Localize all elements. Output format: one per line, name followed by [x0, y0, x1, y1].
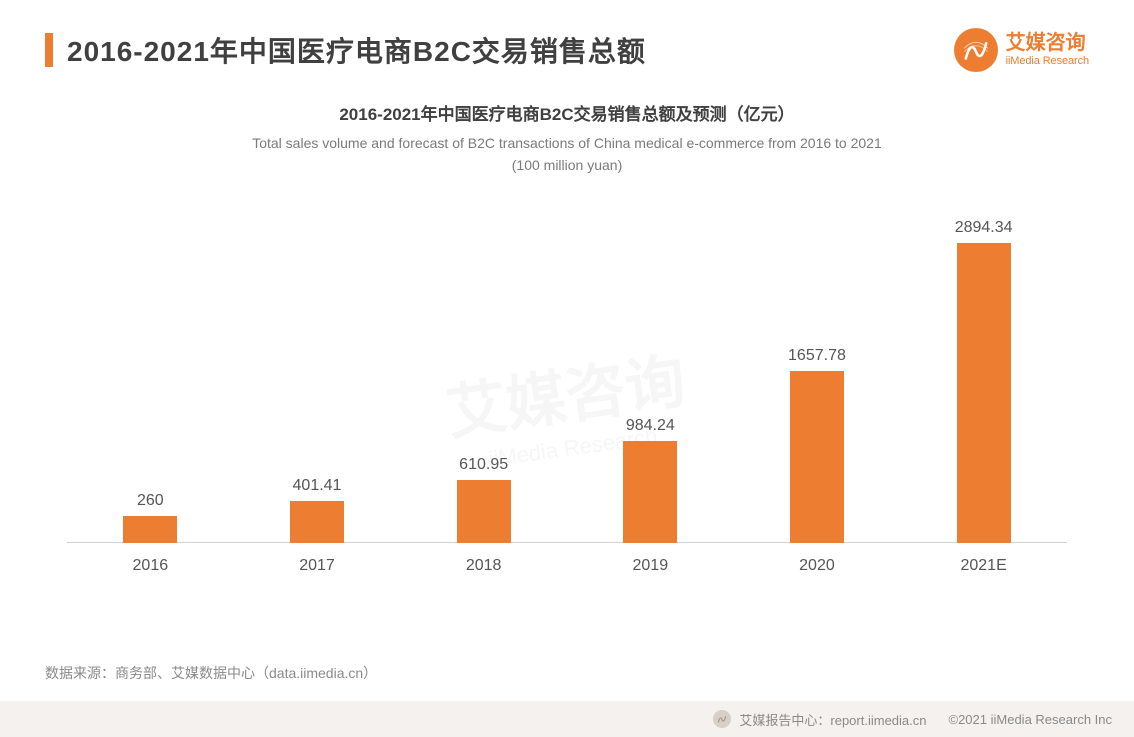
bar-col-2018: 610.95	[401, 456, 567, 543]
footer-report-center-text: 艾媒报告中心：report.iimedia.cn	[739, 710, 926, 729]
brand-name-en: iiMedia Research	[1006, 55, 1089, 68]
chart-subtitle-en: Total sales volume and forecast of B2C t…	[45, 135, 1089, 151]
x-axis-label: 2016	[67, 549, 233, 575]
bar-value-label: 1657.78	[788, 347, 846, 365]
bar	[457, 480, 511, 543]
x-axis-label: 2018	[401, 549, 567, 575]
bar-col-2020: 1657.78	[734, 347, 900, 543]
title-accent-bar	[45, 33, 53, 67]
header: 2016-2021年中国医疗电商B2C交易销售总额 艾媒咨询 iiMedia R…	[0, 0, 1134, 72]
footer: 艾媒报告中心：report.iimedia.cn ©2021 iiMedia R…	[0, 701, 1134, 737]
bar-col-2017: 401.41	[234, 477, 400, 543]
title-wrap: 2016-2021年中国医疗电商B2C交易销售总额	[45, 30, 646, 70]
bar-value-label: 984.24	[626, 417, 675, 435]
x-axis-label: 2021E	[901, 549, 1067, 575]
chart-unit-en: (100 million yuan)	[45, 157, 1089, 173]
brand-name-cn: 艾媒咨询	[1006, 32, 1089, 55]
chart-title: 2016-2021年中国医疗电商B2C交易销售总额及预测（亿元）	[45, 100, 1089, 125]
brand-logo: 艾媒咨询 iiMedia Research	[954, 28, 1089, 72]
chart-plot: 260 401.41 610.95 984.24 1657.78 2894.34 2016…	[67, 191, 1067, 581]
bar	[123, 516, 177, 543]
brand-logo-mark	[954, 28, 998, 72]
bar	[623, 441, 677, 543]
bar-col-2021E: 2894.34	[901, 219, 1067, 543]
footer-logo-icon	[713, 710, 731, 728]
footer-copyright: ©2021 iiMedia Research Inc	[949, 712, 1113, 727]
chart-x-labels: 201620172018201920202021E	[67, 549, 1067, 581]
bar	[290, 501, 344, 543]
data-source: 数据来源：商务部、艾媒数据中心（data.iimedia.cn）	[45, 663, 377, 683]
bar-value-label: 401.41	[293, 477, 342, 495]
bar-value-label: 2894.34	[955, 219, 1013, 237]
bar-value-label: 260	[137, 492, 164, 510]
bar	[790, 371, 844, 543]
brand-logo-icon	[959, 33, 993, 67]
chart-bars: 260 401.41 610.95 984.24 1657.78 2894.34	[67, 191, 1067, 543]
bar-col-2019: 984.24	[567, 417, 733, 543]
chart-area: 2016-2021年中国医疗电商B2C交易销售总额及预测（亿元） Total s…	[0, 72, 1134, 581]
bar	[957, 243, 1011, 543]
page-title: 2016-2021年中国医疗电商B2C交易销售总额	[67, 30, 646, 70]
footer-report-center: 艾媒报告中心：report.iimedia.cn	[713, 710, 926, 729]
x-axis-label: 2020	[734, 549, 900, 575]
bar-col-2016: 260	[67, 492, 233, 543]
x-axis-label: 2019	[567, 549, 733, 575]
bar-value-label: 610.95	[459, 456, 508, 474]
brand-logo-text: 艾媒咨询 iiMedia Research	[1006, 32, 1089, 68]
x-axis-label: 2017	[234, 549, 400, 575]
